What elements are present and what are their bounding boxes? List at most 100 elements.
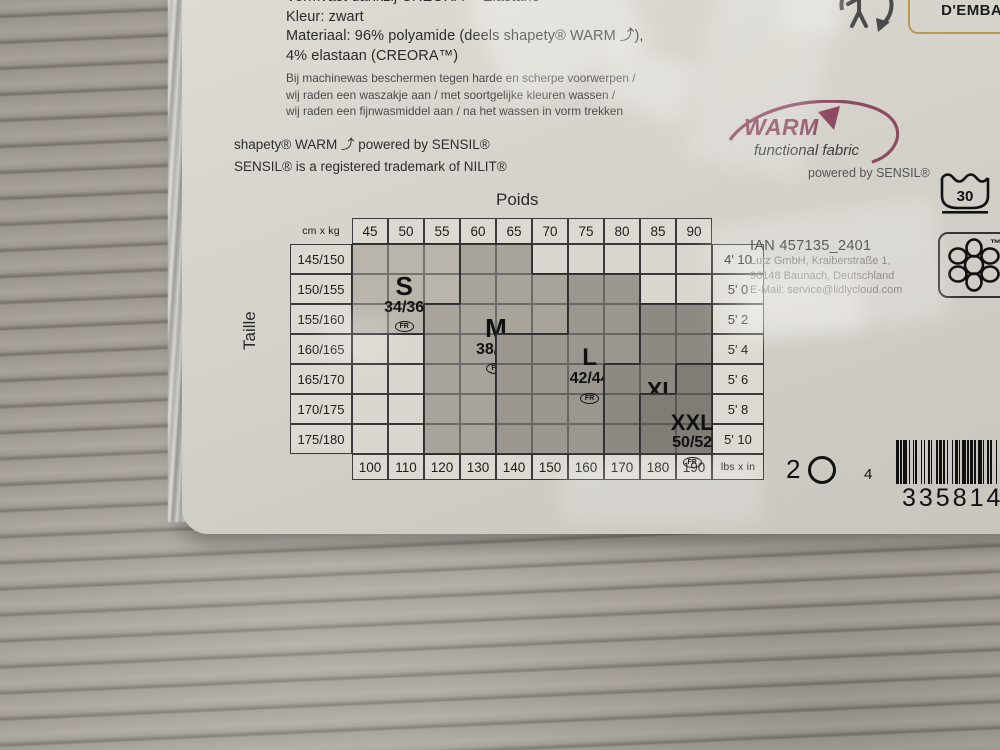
size-zone-xl-cell [604,394,640,424]
unit-label-cm-kg: cm x kg [302,225,340,237]
height-label-cm: 145/150 [290,244,352,274]
size-zone-m-cell [460,364,496,394]
size-zone-xl-cell [676,304,712,334]
size-chart-cell [352,394,388,424]
size-chart-cell [388,394,424,424]
size-zone-border [639,304,642,334]
size-zone-border [495,394,498,424]
size-zone-border [640,393,676,396]
company-name: Lutz GmbH, Kraiberstraße 1, [750,255,891,267]
tidyman-recycle-icon [832,0,902,45]
size-zone-border [423,424,426,454]
size-zone-s-cell [424,274,460,304]
size-zone-border [676,363,712,366]
size-zone-l-cell [604,334,640,364]
size-zone-border [567,274,570,304]
weight-footer-lbs: 170 [604,454,640,480]
shapety-warm-logo: WARM functional fabric powered by SENSIL… [722,99,932,190]
size-zone-xxl-cell [640,394,676,424]
size-zone-border [351,304,354,334]
size-zone-s-cell [388,274,424,304]
size-zone-xl-cell [676,334,712,364]
size-zone-border [640,303,676,306]
size-zone-s-cell [388,244,424,274]
size-zone-border [424,243,460,246]
trademark-line: shapety® WARM ⤴ powered by SENSIL® [234,137,490,152]
warm-wordmark: WARM [744,114,819,140]
size-zone-border [639,274,642,304]
size-zone-xl-cell [640,304,676,334]
size-zone-m-cell [532,304,568,334]
size-zone-border [388,333,424,336]
height-axis-label: Taille [240,311,259,350]
care-instruction-line: wij raden een waszakje aan / met soortge… [286,87,616,102]
size-zone-border [459,244,462,274]
height-label-ft: 5' 0 [712,274,764,304]
size-zone-border [532,333,568,336]
height-label-ft: 5' 4 [712,334,764,364]
size-zone-l-cell [496,424,532,454]
package-insert-card: Vormvast dankzij CREORA™ Elastane Kleur:… [182,0,1000,534]
size-zone-l-cell [568,274,604,304]
size-zone-border [639,334,642,364]
size-zone-m-cell [424,424,460,454]
size-zone-s-cell [352,244,388,274]
unit-label-lbs-in: lbs x in [712,454,764,480]
height-label-cm: 150/155 [290,274,352,304]
size-zone-border [640,453,676,456]
weight-header-kg: 65 [496,218,532,244]
size-zone-border [351,244,354,274]
weight-footer-lbs: 110 [388,454,424,480]
weight-footer-lbs: 180 [640,454,676,480]
height-label-ft: 5' 10 [712,424,764,454]
size-zone-border [567,304,570,334]
size-zone-l-cell [568,364,604,394]
weight-header-kg: 45 [352,218,388,244]
height-label-cm: 160/165 [290,334,352,364]
warm-swoosh-icon [728,99,900,164]
size-chart-cell [352,424,388,454]
footer-spacer [290,454,352,480]
size-zone-border [711,304,714,334]
size-zone-border [531,244,534,274]
clevercare-flower-icon [948,238,1000,292]
size-zone-border [495,334,498,364]
weight-header-kg: 90 [676,218,712,244]
trademark-notice: shapety® WARM ⤴ powered by SENSIL® SENSI… [234,134,507,178]
size-zone-border [424,303,460,306]
height-label-cm: 165/170 [290,364,352,394]
recycle-code-number: 2 [786,454,801,484]
weight-header-kg: 50 [388,218,424,244]
size-zone-l-cell [532,394,568,424]
ian-number: IAN 457135_2401 [750,238,872,254]
size-zone-m-cell [496,304,532,334]
size-zone-border [423,364,426,394]
size-zone-xl-cell [604,364,640,394]
wash-30-icon: 30 [940,173,990,214]
functional-fabric-label: functional fabric [754,142,860,159]
size-zone-m-cell [496,274,532,304]
size-zone-l-cell [568,304,604,334]
company-city: 96148 Baunach, Deutschland [750,269,895,282]
size-zone-border [423,394,426,424]
size-chart-cell [676,244,712,274]
size-zone-m-cell [496,244,532,274]
size-zone-border [423,334,426,364]
size-zone-border [711,394,714,424]
clevercare-tm: ™ [990,238,1000,250]
size-zone-border [459,274,462,304]
size-zone-border [676,453,712,456]
size-chart-cell [388,364,424,394]
size-zone-xxl-cell [676,364,712,394]
size-zone-border [603,364,606,394]
height-label-ft: 4' 10 [712,244,764,274]
weight-header-kg: 60 [460,218,496,244]
size-zone-l-cell [496,334,532,364]
size-zone-border [639,424,642,454]
size-zone-l-cell [496,394,532,424]
weight-footer-lbs: 130 [460,454,496,480]
size-zone-border [388,243,424,246]
size-zone-border [604,363,640,366]
size-zone-s-cell [388,304,424,334]
recycle-circle-icon [808,456,836,484]
